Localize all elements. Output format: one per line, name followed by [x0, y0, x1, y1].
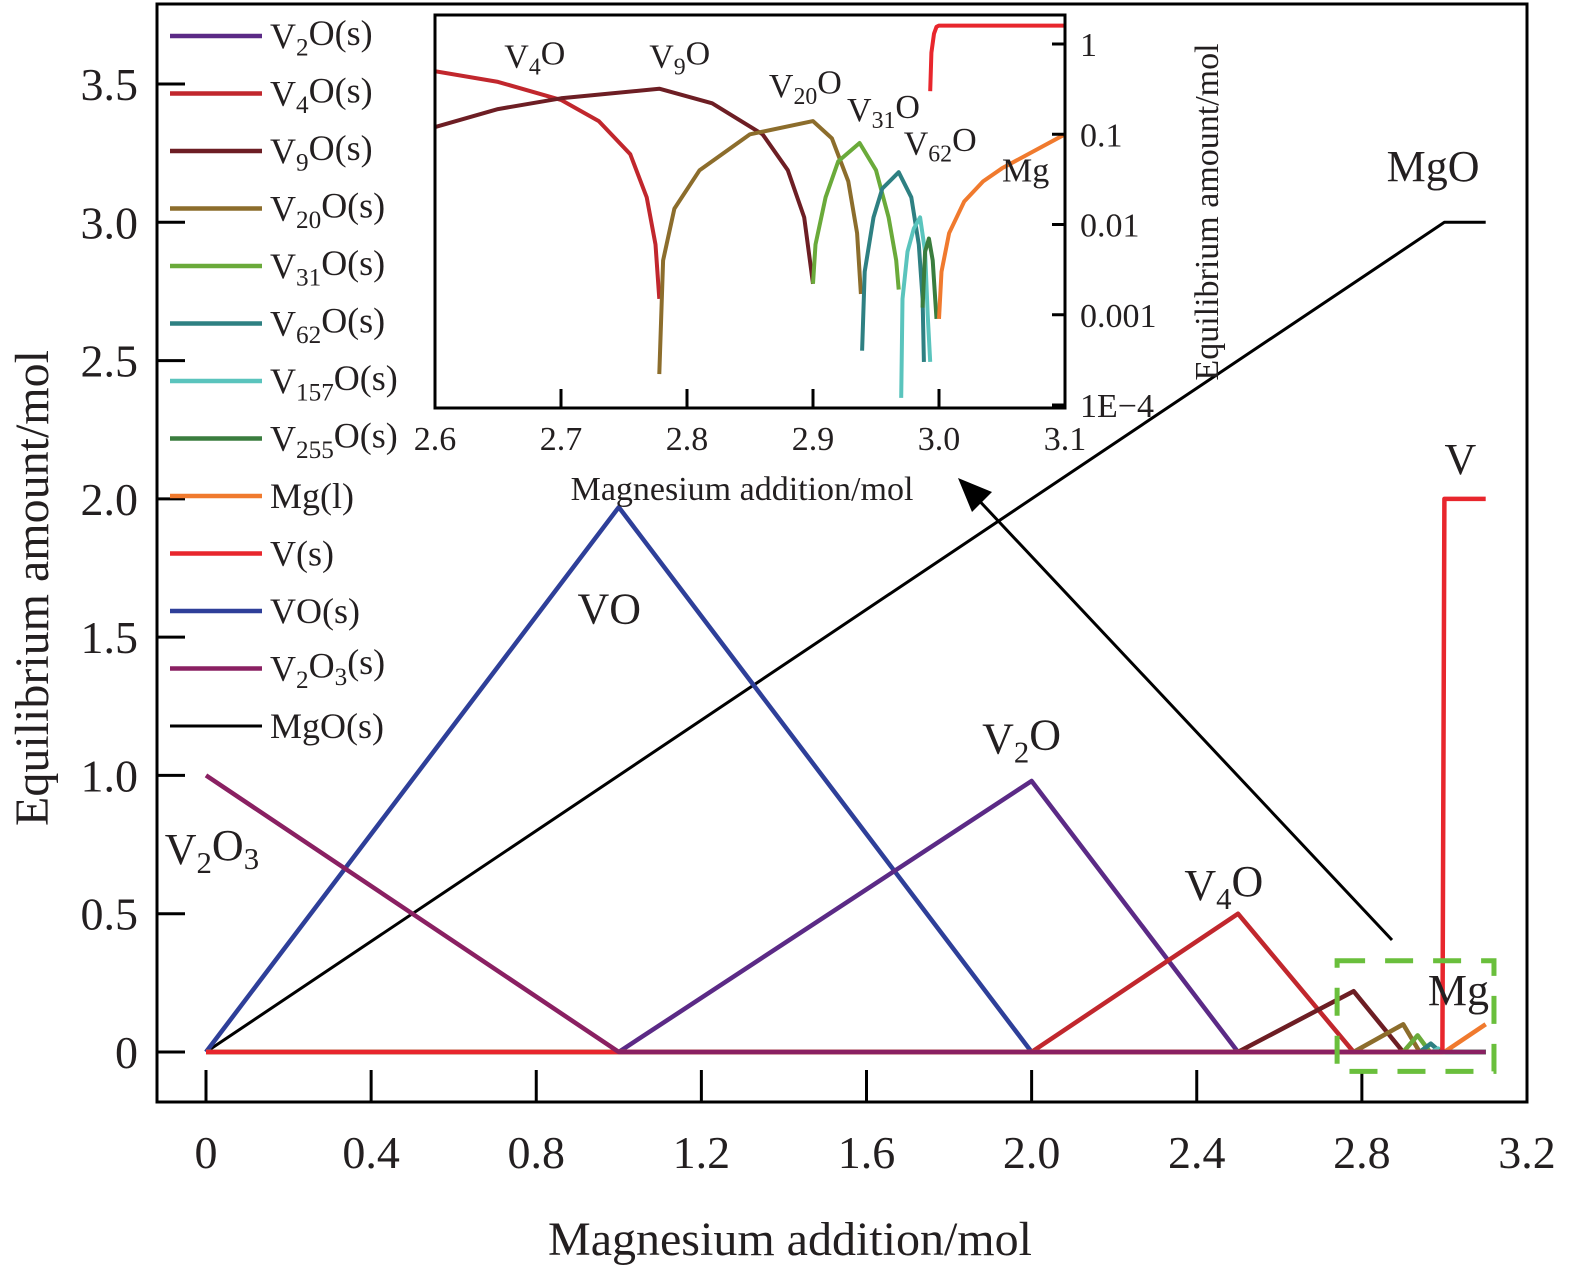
y-axis-title: Equilibrium amount/mol [6, 350, 59, 826]
inset-y-tick-label: 1E−4 [1080, 388, 1154, 425]
inset-x-tick-label: 2.8 [666, 421, 709, 458]
legend-label: Mg(l) [270, 476, 354, 516]
inset-series-v9os [435, 86, 815, 285]
inset-y-tick-label: 1 [1080, 27, 1097, 64]
inset-y-tick-label: 0.1 [1080, 117, 1123, 154]
inset-annotation-in-v62o: V62O [904, 122, 977, 167]
main-series-v4os [206, 911, 1486, 1055]
x-tick-label: 2.4 [1168, 1127, 1226, 1178]
y-tick-label: 3.5 [81, 59, 139, 110]
y-tick-label: 2.5 [81, 336, 139, 387]
y-tick-label: 2.0 [81, 474, 139, 525]
annotation-vo: VO [578, 584, 642, 633]
main-series-mgos [205, 220, 1486, 1054]
legend-label: V2O(s) [270, 13, 373, 62]
y-tick-label: 0.5 [81, 889, 139, 940]
legend-label: V157O(s) [270, 358, 398, 407]
legend-label: V9O(s) [270, 128, 373, 177]
legend: V2O(s) V4O(s) V9O(s) V20O(s) V31O(s) V62O(s) V… [170, 13, 398, 746]
main-series-mgl [206, 1022, 1487, 1055]
inset-series-v20os [657, 119, 863, 375]
x-axis-title: Magnesium addition/mol [548, 1213, 1032, 1266]
x-tick-label: 0.8 [508, 1127, 566, 1178]
inset-annotation-in-v9o: V9O [649, 35, 710, 80]
x-tick-label: 2.8 [1333, 1127, 1391, 1178]
annotation-mg: Mg [1428, 966, 1489, 1015]
highlight-box-group [1334, 958, 1497, 1074]
x-tick-label: 1.6 [838, 1127, 896, 1178]
legend-label: V2O3(s) [270, 642, 385, 694]
zoom-highlight-box [1334, 958, 1497, 1074]
inset-y-tick-label: 0.001 [1080, 298, 1157, 335]
main-plot-frame [155, 2, 1529, 1104]
main-series-v2o3s [204, 773, 1486, 1055]
main-series-v31os [206, 1033, 1486, 1055]
legend-label: VO(s) [270, 591, 360, 631]
inset-x-tick-label: 2.9 [792, 421, 835, 458]
inset-x-axis-title: Magnesium addition/mol [571, 471, 914, 508]
main-series-group [204, 220, 1487, 1055]
inset-series-mgl [937, 132, 1065, 320]
y-tick-label: 3.0 [81, 197, 139, 248]
main-series-vs [206, 496, 1486, 1055]
legend-label: V62O(s) [270, 300, 385, 349]
y-tick-label: 1.5 [81, 612, 139, 663]
legend-label: V255O(s) [270, 415, 398, 464]
inset-annotation-in-v31o: V31O [847, 89, 920, 134]
legend-label: MgO(s) [270, 706, 384, 746]
inset-y-tick-label: 0.01 [1080, 208, 1140, 245]
inset-series-v31os [811, 141, 901, 290]
pointer-arrow-head [958, 478, 992, 512]
x-tick-label: 0.4 [342, 1127, 400, 1178]
annotation-v: V [1444, 435, 1476, 484]
inset-x-tick-label: 2.6 [414, 421, 457, 458]
inset-x-tick-label: 2.7 [540, 421, 583, 458]
annotation-v2o3: V2O3 [165, 821, 259, 880]
main-series-v20os [206, 1022, 1486, 1055]
annotation-v2o: V2O [982, 710, 1061, 769]
inset-series-v62os [860, 170, 926, 362]
inset-annotation-in-v20o: V20O [769, 65, 842, 110]
legend-label: V(s) [270, 534, 334, 574]
main-series-vos [204, 504, 1486, 1055]
x-tick-label: 3.2 [1498, 1127, 1556, 1178]
legend-label: V4O(s) [270, 70, 373, 119]
arrow-group [958, 478, 1394, 942]
main-series-v9os [206, 988, 1486, 1055]
x-tick-label: 0 [195, 1127, 218, 1178]
inset-series-vs [928, 23, 1065, 92]
main-axes: 0 0.4 0.8 1.2 1.6 2.0 2.4 2.8 3.2 0 0.5 1.0 1.5 2.0 2.… [81, 59, 1556, 1178]
inset-frame [433, 13, 1067, 410]
annotation-v4o: V4O [1184, 857, 1263, 916]
inset-series-v255os [920, 236, 939, 320]
main-series-v2os [206, 778, 1486, 1055]
y-tick-label: 1.0 [81, 750, 139, 801]
inset-x-tick-label: 3.0 [918, 421, 961, 458]
inset-x-tick-label: 3.1 [1044, 421, 1087, 458]
x-tick-label: 1.2 [673, 1127, 731, 1178]
y-tick-label: 0 [115, 1027, 138, 1078]
inset-series-v157os [899, 215, 933, 398]
inset-annotation-in-v4o: V4O [504, 35, 565, 80]
legend-label: V31O(s) [270, 243, 385, 292]
main-annotations: V2O3 VO V2O V4O Mg MgO V [165, 142, 1489, 1015]
inset-axes: 2.6 2.7 2.8 2.9 3.0 3.1 1 0.1 0.01 0.001 1E−4 [414, 27, 1157, 458]
inset-annotation-in-mg: Mg [1002, 152, 1049, 189]
x-tick-label: 2.0 [1003, 1127, 1061, 1178]
inset-series-v4os [435, 69, 662, 300]
inset-y-axis-title: Equilibrium amount/mol [1189, 43, 1226, 380]
legend-label: V20O(s) [270, 185, 385, 234]
pointer-arrow-line [970, 491, 1394, 942]
annotation-mgo: MgO [1387, 142, 1480, 191]
inset-series-group [435, 23, 1065, 398]
